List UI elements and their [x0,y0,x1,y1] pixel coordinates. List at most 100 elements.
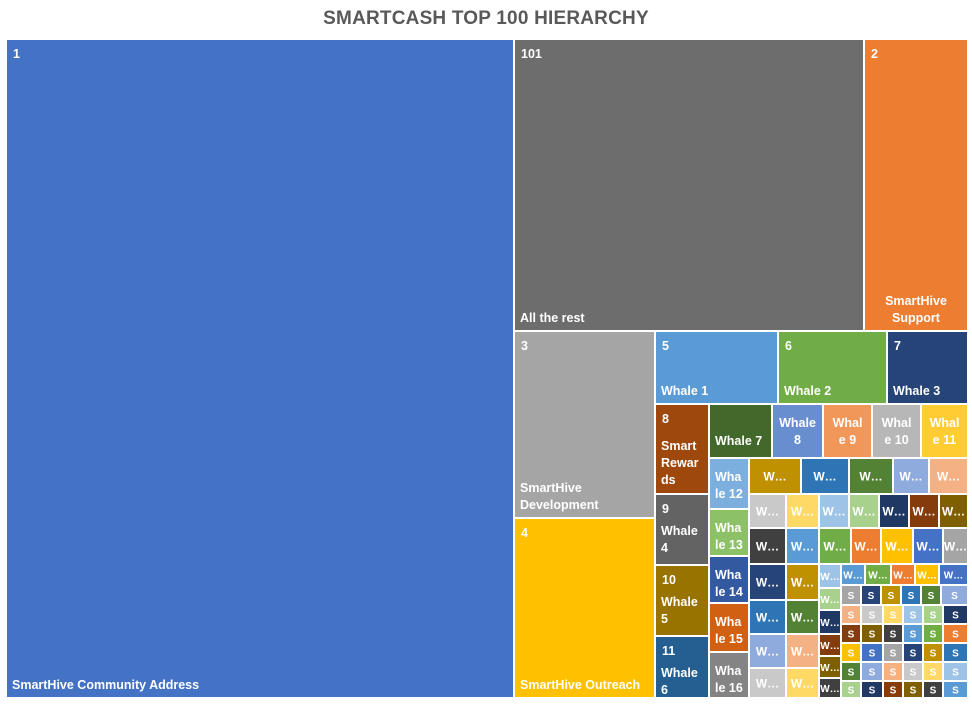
small-tile [750,635,785,667]
treemap-tile [656,495,708,564]
treemap-tile [824,405,871,457]
tile-name-label: Whale 1 [661,384,708,398]
treemap-tile [515,40,863,330]
treemap-tile [710,557,748,602]
small-tile-label: S [868,591,875,602]
small-tile [944,682,967,697]
small-tile [924,625,942,642]
small-tile [750,529,785,563]
small-tile [892,565,914,584]
small-tile-label: S [869,648,876,659]
treemap-tile [656,405,708,493]
small-tile-label: W… [885,540,908,554]
small-tile [894,459,928,493]
small-tile [842,625,860,642]
tile-name-label: 8 [794,433,801,447]
small-tile [904,644,922,661]
small-tile [787,635,818,667]
treemap-tile [779,332,886,403]
tile-name-label: Whale [661,595,698,609]
small-tile [866,565,890,584]
tile-name-label: le 13 [715,538,743,552]
small-tile-label: S [910,648,917,659]
small-tile-label: W… [791,540,814,554]
tile-name-label: SmartHive Outreach [520,678,640,692]
small-tile [850,495,878,527]
small-tile [940,565,967,584]
small-tile-label: W… [756,576,779,590]
small-tile [750,601,785,633]
tile-name-label: Whale 7 [715,434,762,448]
small-tile [884,682,902,697]
small-tile-label: W… [763,470,786,484]
small-tile [944,529,967,563]
tile-name-label: SmartHive [520,481,582,495]
small-tile [820,589,840,609]
treemap-tile [888,332,967,403]
small-tile [852,529,880,563]
small-tile [842,644,860,661]
small-tile [787,495,818,527]
small-tile [922,586,940,604]
tile-rank-label: 10 [662,573,676,587]
treemap-tile [922,405,967,457]
small-tile-label: W… [944,570,963,581]
tile-name-label: Whal [930,416,960,430]
small-tile-label: S [848,629,855,640]
small-tile-label: S [869,685,876,696]
small-tile [787,669,818,697]
small-tile-label: W… [916,540,939,554]
small-tile [910,495,938,527]
small-tile [884,606,902,623]
tile-rank-label: 5 [662,339,669,353]
small-tile-label: S [848,685,855,696]
tile-name-label: All the rest [520,311,585,325]
tile-name-label: le 14 [715,585,743,599]
tile-name-label: 4 [661,541,668,555]
tile-name-label: le 15 [715,632,743,646]
tile-name-label: 6 [661,683,668,697]
tile-name-label: Support [892,311,941,325]
tile-name-label: e 11 [933,433,957,447]
small-tile-label: W… [820,572,839,583]
small-tile-label: S [890,685,897,696]
tile-name-label: Smart [661,439,697,453]
treemap-tile [515,519,654,697]
treemap-tile [710,653,748,697]
small-tile-label: W… [912,505,935,519]
small-tile-label: S [930,667,937,678]
small-tile [916,565,938,584]
small-tile-label: S [951,591,958,602]
small-tile-label: S [910,667,917,678]
small-tile [820,529,850,563]
treemap-tile [873,405,920,457]
small-tile-label: W… [791,505,814,519]
small-tile-label: W… [822,505,845,519]
treemap-tile [773,405,822,457]
small-tile-label: S [848,610,855,621]
small-tile [862,682,882,697]
small-tile [944,663,967,680]
treemap-tile [710,405,771,457]
small-tile-label: S [930,610,937,621]
small-tile [750,669,785,697]
small-tile-label: W… [791,645,814,659]
small-tile [930,459,967,493]
small-tile-label: W… [937,470,960,484]
tile-rank-label: 9 [662,502,669,516]
small-tile [944,625,967,642]
small-tile-label: W… [899,470,922,484]
treemap-tile [710,510,748,555]
treemap-tile [515,332,654,517]
small-tile-label: W… [854,540,877,554]
small-tile-label: W… [859,470,882,484]
small-tile-label: W… [820,641,839,652]
small-tile [850,459,892,493]
small-tile [820,495,848,527]
small-tile-label: S [848,667,855,678]
small-tile-label: W… [791,677,814,691]
small-tile-label: W… [917,570,936,581]
small-tile [802,459,848,493]
small-tile [862,663,882,680]
